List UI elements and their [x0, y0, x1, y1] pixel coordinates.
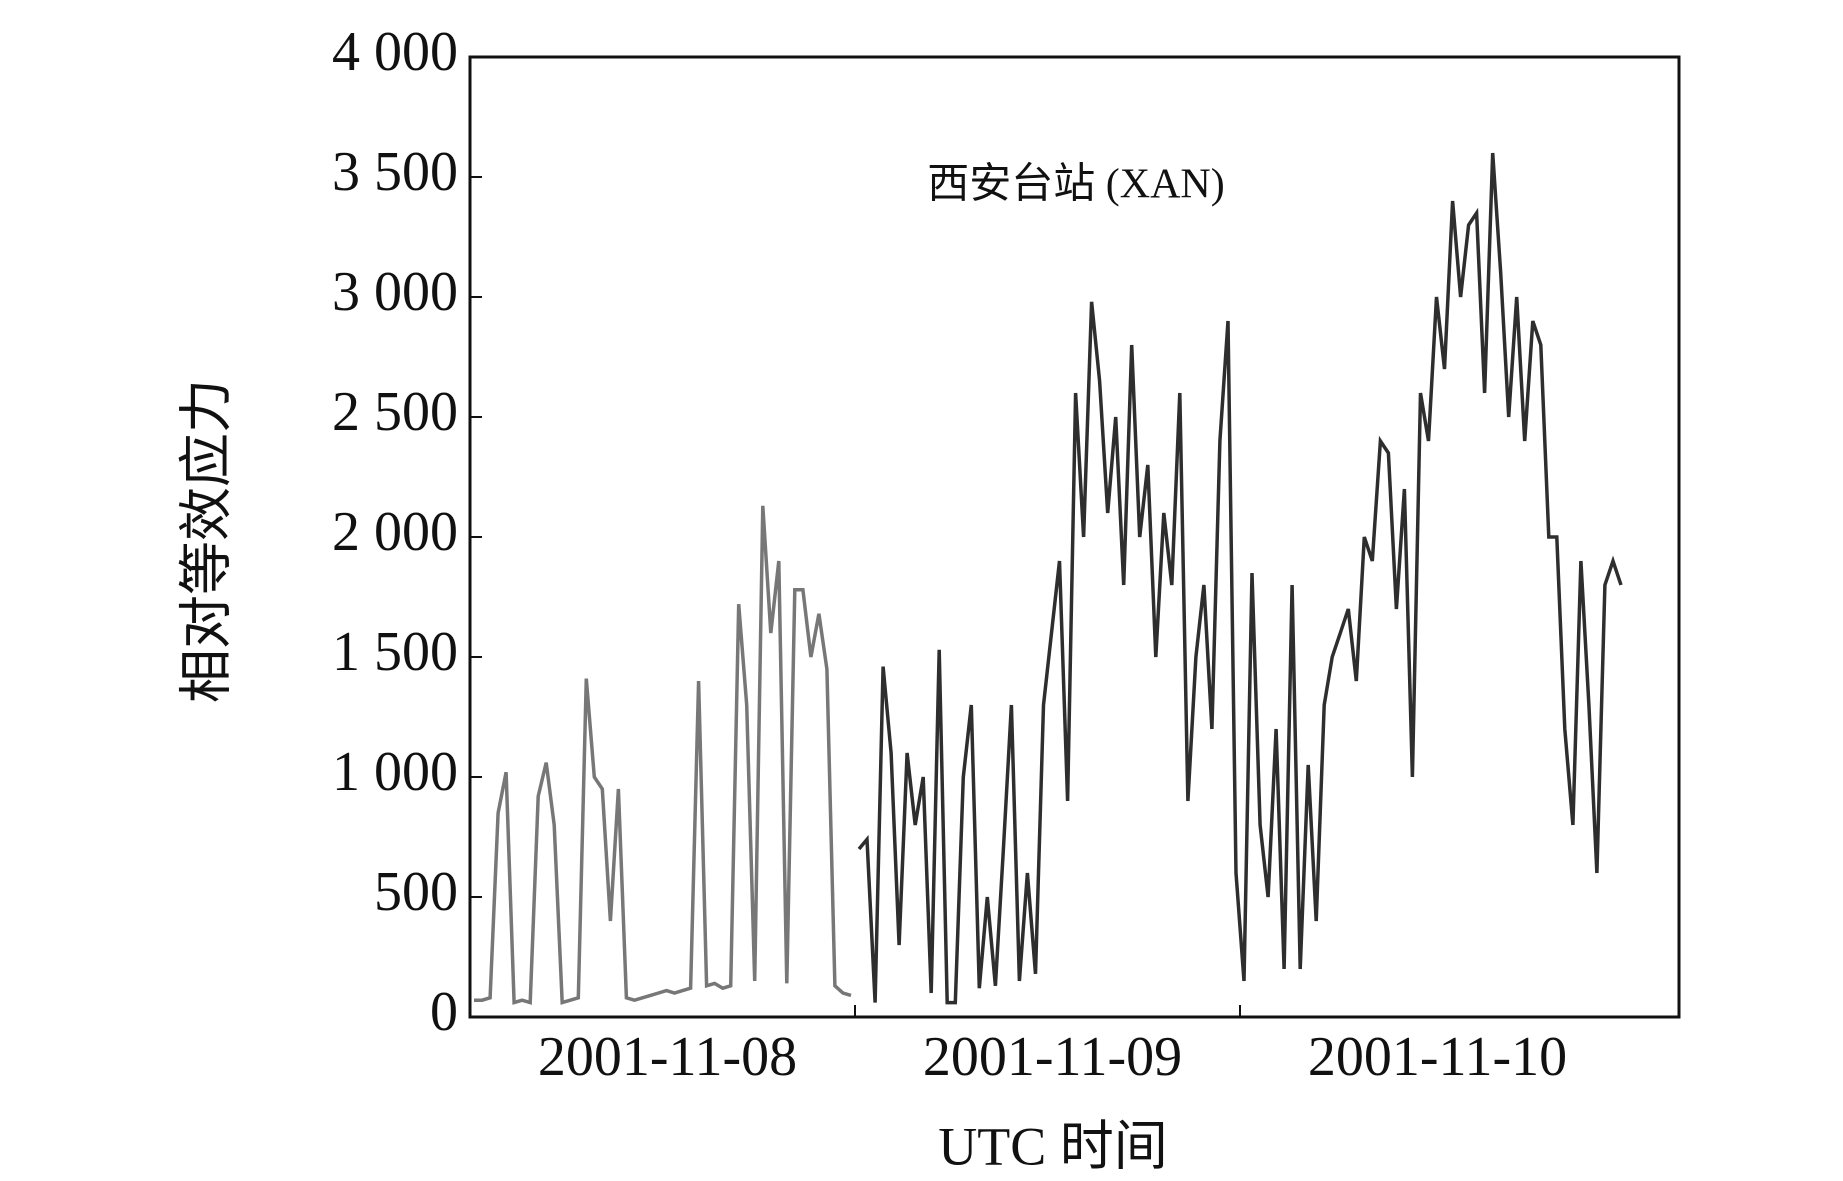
x-axis-label: UTC 时间 — [938, 1116, 1168, 1176]
x-tick-label: 2001-11-10 — [1308, 1026, 1567, 1088]
y-tick-label: 1 500 — [332, 621, 458, 683]
x-tick-label: 2001-11-08 — [538, 1026, 797, 1088]
y-tick-label: 3 000 — [332, 261, 458, 323]
data-line — [474, 505, 852, 1005]
x-tick-label: 2001-11-09 — [923, 1026, 1182, 1088]
y-tick-label: 1 000 — [332, 741, 458, 803]
y-tick-label: 4 000 — [332, 21, 458, 83]
y-tick-label: 2 000 — [332, 501, 458, 563]
chart-title: 西安台站 (XAN) — [927, 162, 1224, 208]
y-tick-label: 500 — [374, 861, 458, 923]
y-tick-label: 3 500 — [332, 141, 458, 203]
plot-frame — [468, 55, 1681, 1019]
data-line — [857, 152, 1623, 1005]
y-axis-label: 相对等效应力 — [176, 379, 236, 703]
y-tick-label: 0 — [430, 981, 458, 1043]
y-tick-label: 2 500 — [332, 381, 458, 443]
